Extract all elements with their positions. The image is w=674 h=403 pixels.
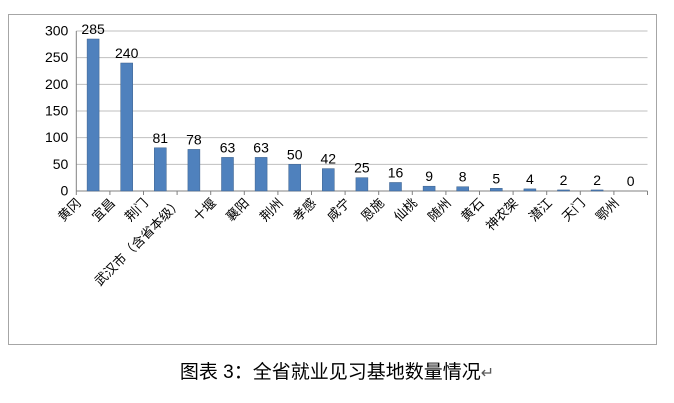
svg-text:25: 25 xyxy=(354,160,370,176)
svg-text:150: 150 xyxy=(45,103,69,119)
svg-text:0: 0 xyxy=(627,173,635,189)
svg-text:5: 5 xyxy=(492,170,500,186)
svg-text:42: 42 xyxy=(321,151,337,167)
svg-text:78: 78 xyxy=(186,131,202,147)
svg-text:8: 8 xyxy=(459,169,467,185)
svg-text:240: 240 xyxy=(115,45,139,61)
svg-text:81: 81 xyxy=(153,130,169,146)
svg-text:285: 285 xyxy=(81,21,105,37)
svg-text:250: 250 xyxy=(45,49,69,65)
svg-text:2: 2 xyxy=(560,172,568,188)
svg-text:50: 50 xyxy=(53,156,69,172)
svg-text:4: 4 xyxy=(526,171,534,187)
svg-text:63: 63 xyxy=(253,139,269,155)
svg-text:50: 50 xyxy=(287,146,303,162)
svg-text:100: 100 xyxy=(45,129,69,145)
svg-text:9: 9 xyxy=(425,168,433,184)
svg-text:2: 2 xyxy=(593,172,601,188)
svg-text:63: 63 xyxy=(220,139,236,155)
svg-text:0: 0 xyxy=(61,183,69,199)
svg-text:200: 200 xyxy=(45,76,69,92)
svg-text:300: 300 xyxy=(45,23,69,39)
svg-text:16: 16 xyxy=(388,164,404,180)
